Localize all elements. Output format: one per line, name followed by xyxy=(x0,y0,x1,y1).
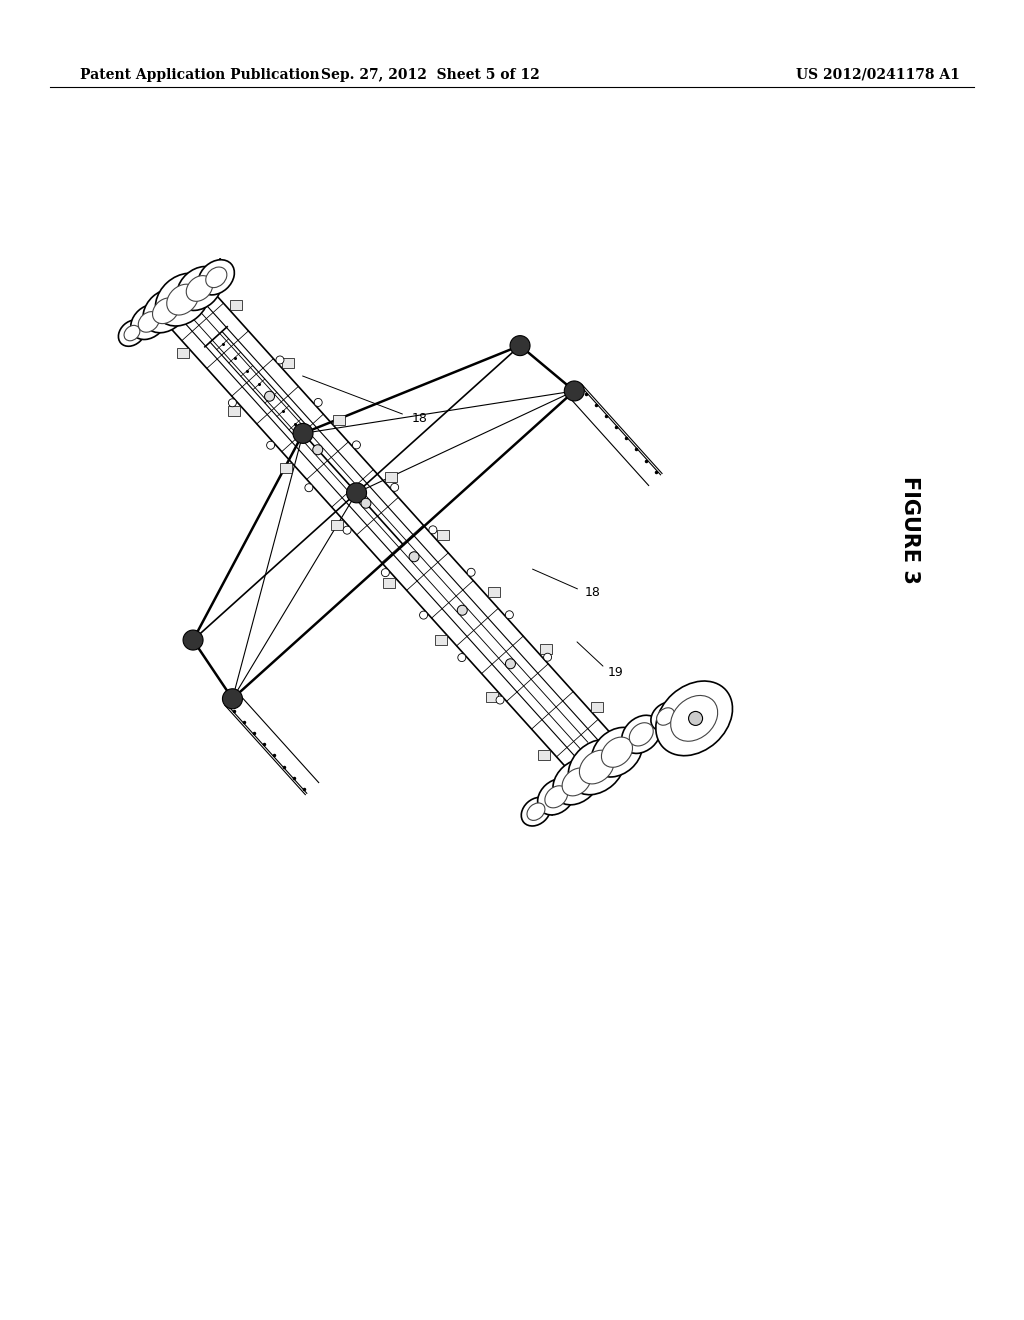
Circle shape xyxy=(312,445,323,455)
Circle shape xyxy=(266,441,274,449)
Circle shape xyxy=(314,399,323,407)
Ellipse shape xyxy=(580,750,614,784)
Circle shape xyxy=(410,552,419,562)
Ellipse shape xyxy=(167,284,199,315)
Circle shape xyxy=(293,424,313,444)
Ellipse shape xyxy=(186,276,213,301)
Ellipse shape xyxy=(527,803,545,821)
Text: FIGURE 3: FIGURE 3 xyxy=(900,477,920,583)
FancyBboxPatch shape xyxy=(385,473,397,482)
Ellipse shape xyxy=(119,319,145,346)
Circle shape xyxy=(264,391,274,401)
Circle shape xyxy=(275,356,284,364)
Ellipse shape xyxy=(592,727,642,777)
FancyBboxPatch shape xyxy=(434,635,446,645)
Ellipse shape xyxy=(601,737,633,767)
Ellipse shape xyxy=(156,273,210,326)
Circle shape xyxy=(467,569,475,577)
Ellipse shape xyxy=(143,289,188,333)
Circle shape xyxy=(360,498,371,508)
FancyBboxPatch shape xyxy=(538,750,550,760)
Circle shape xyxy=(183,630,203,649)
FancyBboxPatch shape xyxy=(334,414,345,425)
Ellipse shape xyxy=(206,267,227,288)
Circle shape xyxy=(564,381,585,401)
Circle shape xyxy=(506,659,515,669)
Ellipse shape xyxy=(177,267,222,310)
Ellipse shape xyxy=(521,797,551,826)
Text: 18: 18 xyxy=(585,586,601,599)
Circle shape xyxy=(458,653,466,661)
Circle shape xyxy=(343,527,351,535)
Circle shape xyxy=(496,696,504,704)
Circle shape xyxy=(228,399,237,407)
Circle shape xyxy=(506,611,513,619)
Circle shape xyxy=(391,483,398,491)
FancyBboxPatch shape xyxy=(228,405,241,416)
Circle shape xyxy=(381,569,389,577)
Ellipse shape xyxy=(568,739,625,795)
Ellipse shape xyxy=(655,681,732,755)
Ellipse shape xyxy=(124,325,140,341)
Circle shape xyxy=(305,483,313,492)
FancyBboxPatch shape xyxy=(488,587,500,597)
Circle shape xyxy=(510,335,530,355)
Text: US 2012/0241178 A1: US 2012/0241178 A1 xyxy=(796,69,961,82)
Ellipse shape xyxy=(630,723,653,746)
FancyBboxPatch shape xyxy=(176,348,188,359)
Circle shape xyxy=(352,441,360,449)
Circle shape xyxy=(346,483,367,503)
Ellipse shape xyxy=(562,768,591,796)
Text: Sep. 27, 2012  Sheet 5 of 12: Sep. 27, 2012 Sheet 5 of 12 xyxy=(321,69,540,82)
Circle shape xyxy=(420,611,428,619)
FancyBboxPatch shape xyxy=(436,529,449,540)
Ellipse shape xyxy=(538,779,574,814)
FancyBboxPatch shape xyxy=(486,693,499,702)
Circle shape xyxy=(429,525,437,533)
FancyBboxPatch shape xyxy=(230,300,242,310)
Circle shape xyxy=(544,653,552,661)
FancyBboxPatch shape xyxy=(540,644,552,655)
Ellipse shape xyxy=(138,312,160,333)
Ellipse shape xyxy=(153,298,179,323)
Ellipse shape xyxy=(656,708,675,725)
Ellipse shape xyxy=(651,702,680,731)
Text: 19: 19 xyxy=(608,667,624,680)
FancyBboxPatch shape xyxy=(280,463,292,473)
Ellipse shape xyxy=(545,785,567,808)
Circle shape xyxy=(458,606,467,615)
FancyBboxPatch shape xyxy=(332,520,343,531)
Ellipse shape xyxy=(199,260,234,294)
Circle shape xyxy=(688,711,702,726)
FancyBboxPatch shape xyxy=(282,358,294,367)
FancyBboxPatch shape xyxy=(383,578,395,587)
Circle shape xyxy=(222,689,243,709)
FancyBboxPatch shape xyxy=(592,701,603,711)
Text: Patent Application Publication: Patent Application Publication xyxy=(80,69,319,82)
Ellipse shape xyxy=(622,715,660,754)
Ellipse shape xyxy=(671,696,718,742)
Ellipse shape xyxy=(131,305,167,339)
Text: 18: 18 xyxy=(412,412,428,425)
Ellipse shape xyxy=(553,759,600,805)
